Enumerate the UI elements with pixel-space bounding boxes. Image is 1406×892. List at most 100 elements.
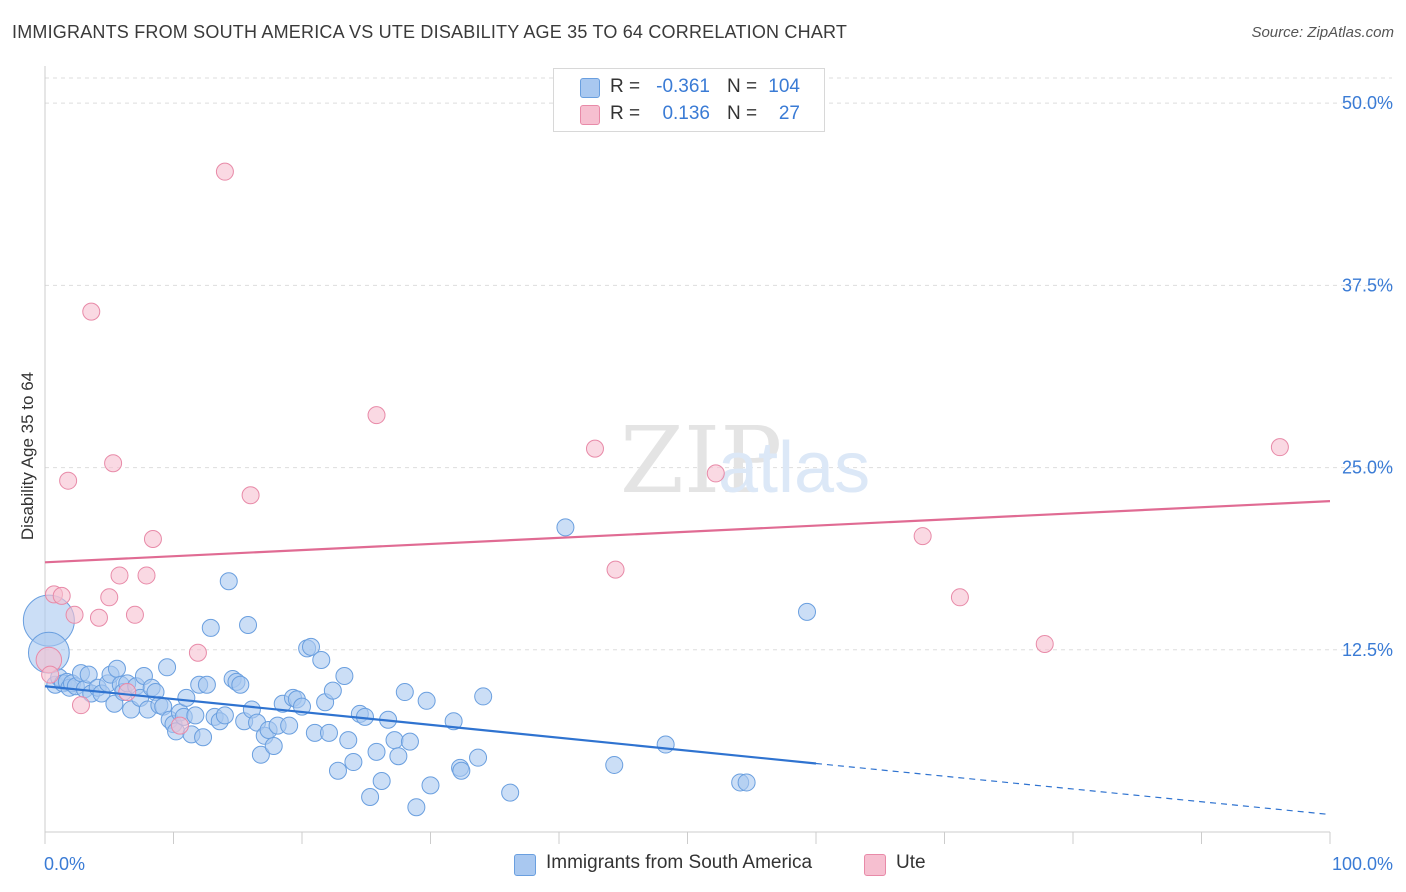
data-point [395,683,414,702]
data-point [215,706,234,725]
data-point [107,659,126,678]
data-point [421,776,440,795]
data-point [158,658,177,677]
source-label: Source: ZipAtlas.com [1251,24,1394,41]
data-point [110,566,129,585]
data-point [241,486,260,505]
data-point [367,406,386,425]
data-point [89,608,108,627]
y-tick-label: 25.0% [1342,458,1393,478]
data-point [913,527,932,546]
data-point [251,745,270,764]
data-point [361,788,380,807]
y-tick-label: 37.5% [1342,275,1393,295]
data-point [280,716,299,735]
r-label: R = [610,76,641,97]
legend-swatch-blue [514,854,536,876]
series-legend: Immigrants from South America Ute [0,851,1406,879]
n-label: N = [727,76,758,97]
trend-line-immigrants [44,685,817,765]
data-point [186,706,205,725]
data-point [444,712,463,731]
data-point [606,560,625,579]
data-point [312,650,331,669]
legend-swatch-blue [580,78,600,98]
data-point [367,742,386,761]
n-value: 27 [778,103,800,124]
r-label: R = [610,103,641,124]
data-point [301,637,320,656]
data-point [400,732,419,751]
legend-label-ute: Ute [896,852,926,873]
r-value: 0.136 [662,103,710,124]
gridlines [45,77,1392,651]
data-point [104,454,123,473]
data-point [1270,438,1289,457]
series-immigrants-points [22,518,817,817]
data-point [328,761,347,780]
data-point [339,731,358,750]
data-point [215,162,234,181]
trend-lines [44,500,1331,816]
n-label: N = [727,103,758,124]
watermark-zip: ZIP [620,407,782,514]
data-point [100,588,119,607]
data-point [177,688,196,707]
trend-line-ute [44,500,1331,564]
data-point [52,586,71,605]
data-point [231,675,250,694]
data-point [737,773,756,792]
data-point [125,605,144,624]
data-point [59,471,78,490]
data-point [219,572,238,591]
x-tick-label: 0.0% [44,854,85,874]
y-tick-label: 12.5% [1342,640,1393,660]
legend-swatch-pink [864,854,886,876]
data-point [706,464,725,483]
data-point [335,667,354,686]
data-point [556,518,575,537]
data-point [71,696,90,715]
data-point [474,687,493,706]
data-point [239,616,258,635]
data-point [197,675,216,694]
legend-swatch-pink [580,105,600,125]
legend-label-immigrants: Immigrants from South America [546,852,813,873]
data-point [389,747,408,766]
data-point [170,716,189,735]
data-point [201,618,220,637]
data-point [137,566,156,585]
y-axis-label: Disability Age 35 to 64 [18,372,37,540]
watermark-atlas: atlas [718,428,870,508]
data-point [1035,634,1054,653]
data-point [65,605,84,624]
data-point [407,798,426,817]
x-tick-label: 100.0% [1332,854,1393,874]
series-ute-points [35,162,1289,735]
data-point [501,783,520,802]
r-value: -0.361 [656,76,710,97]
data-point [656,735,675,754]
data-point [79,665,98,684]
y-tick-label: 50.0% [1342,93,1393,113]
legend-row-ute: R = 0.136 N = 27 [554,101,824,127]
legend-row-immigrants: R = -0.361 N = 104 [554,74,824,100]
data-point [372,771,391,790]
data-point [452,761,471,780]
data-point [118,683,137,702]
chart-title: IMMIGRANTS FROM SOUTH AMERICA VS UTE DIS… [12,22,848,42]
data-point [469,748,488,767]
data-point [344,753,363,772]
data-point [194,728,213,747]
tick-labels: 12.5% 25.0% 37.5% 50.0% 0.0% 100.0% [44,93,1393,874]
data-point [605,755,624,774]
data-point [188,643,207,662]
data-point [385,731,404,750]
data-point [950,588,969,607]
data-point [798,602,817,621]
data-point [585,439,604,458]
axes [44,66,1331,844]
data-point [417,691,436,710]
data-point [82,302,101,321]
correlation-legend: R = -0.361 N = 104 R = 0.136 N = 27 [553,68,825,132]
